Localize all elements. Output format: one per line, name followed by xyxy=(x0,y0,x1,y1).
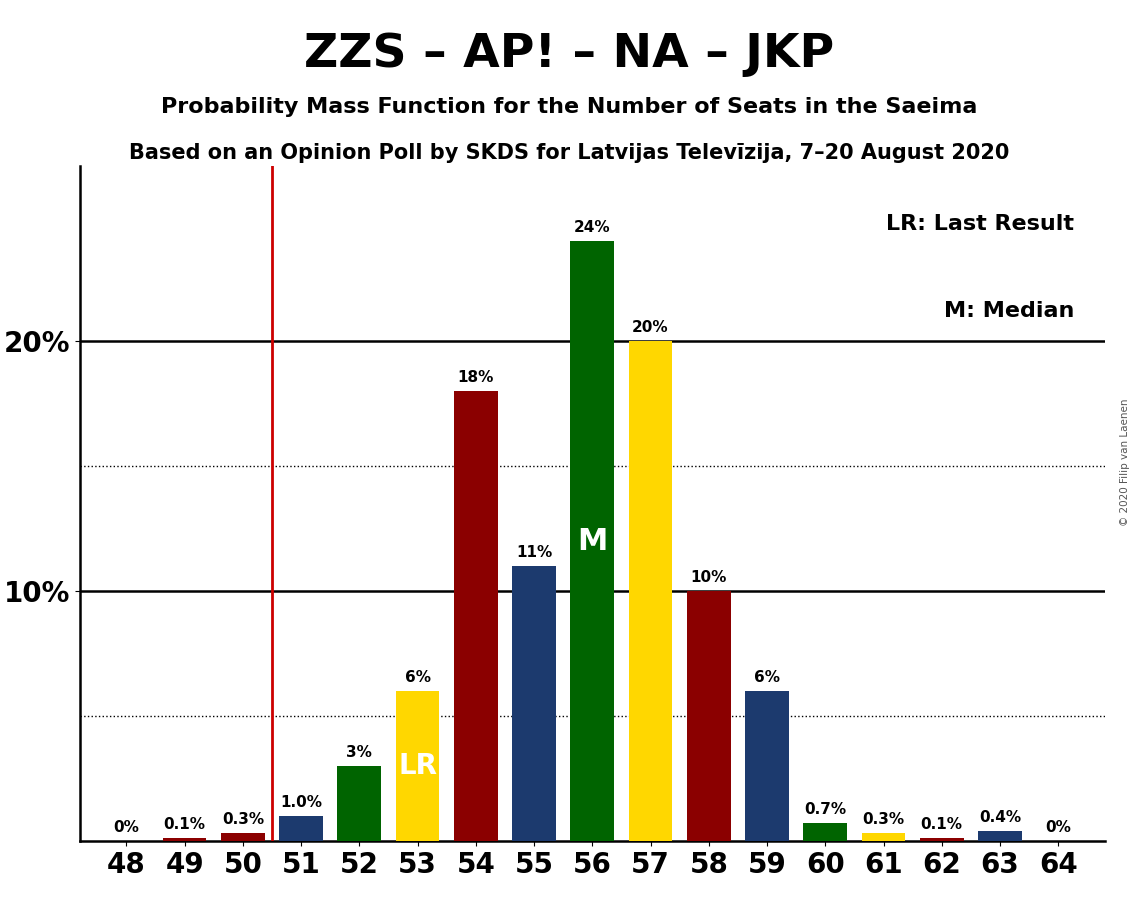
Text: 0.3%: 0.3% xyxy=(862,812,904,827)
Text: 24%: 24% xyxy=(574,220,611,235)
Bar xyxy=(571,241,614,841)
Text: 18%: 18% xyxy=(458,370,494,385)
Bar xyxy=(687,591,730,841)
Bar xyxy=(337,766,382,841)
Bar xyxy=(862,833,906,841)
Text: 0.3%: 0.3% xyxy=(222,812,264,827)
Bar xyxy=(513,566,556,841)
Bar xyxy=(395,691,440,841)
Text: ZZS – AP! – NA – JKP: ZZS – AP! – NA – JKP xyxy=(304,32,835,78)
Bar xyxy=(803,823,847,841)
Text: 0.4%: 0.4% xyxy=(978,809,1021,824)
Text: 6%: 6% xyxy=(754,670,780,685)
Text: 20%: 20% xyxy=(632,320,669,335)
Text: Probability Mass Function for the Number of Seats in the Saeima: Probability Mass Function for the Number… xyxy=(162,97,977,117)
Text: LR: Last Result: LR: Last Result xyxy=(886,213,1074,234)
Text: 0.1%: 0.1% xyxy=(164,817,205,833)
Bar xyxy=(279,816,322,841)
Text: 3%: 3% xyxy=(346,745,372,760)
Bar xyxy=(221,833,264,841)
Text: 0%: 0% xyxy=(114,820,139,834)
Bar xyxy=(745,691,789,841)
Bar xyxy=(920,838,964,841)
Text: 11%: 11% xyxy=(516,545,552,560)
Text: 6%: 6% xyxy=(404,670,431,685)
Text: M: M xyxy=(577,527,607,555)
Text: 10%: 10% xyxy=(690,570,727,585)
Text: © 2020 Filip van Laenen: © 2020 Filip van Laenen xyxy=(1121,398,1130,526)
Text: M: Median: M: Median xyxy=(944,301,1074,322)
Text: 1.0%: 1.0% xyxy=(280,795,322,809)
Text: 0%: 0% xyxy=(1046,820,1071,834)
Text: 0.1%: 0.1% xyxy=(920,817,962,833)
Text: Based on an Opinion Poll by SKDS for Latvijas Televīzija, 7–20 August 2020: Based on an Opinion Poll by SKDS for Lat… xyxy=(130,143,1009,164)
Bar xyxy=(163,838,206,841)
Bar xyxy=(629,341,672,841)
Text: LR: LR xyxy=(398,752,437,780)
Text: 0.7%: 0.7% xyxy=(804,802,846,817)
Bar xyxy=(978,831,1022,841)
Bar xyxy=(454,391,498,841)
